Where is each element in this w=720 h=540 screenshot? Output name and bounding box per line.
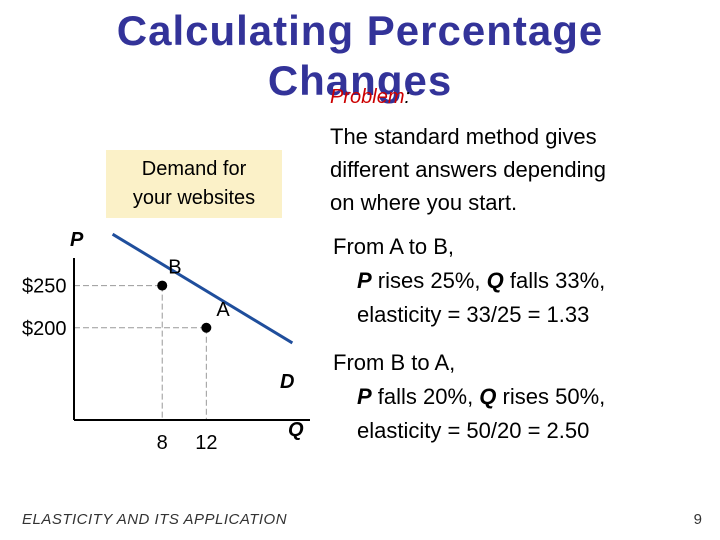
q-change: rises 50%, (496, 384, 606, 409)
p-symbol: P (357, 268, 372, 293)
b-to-a-elasticity: elasticity = 50/20 = 2.50 (357, 418, 590, 443)
point-b (157, 280, 168, 291)
y-axis-label: P (70, 229, 84, 251)
q-change: falls 33%, (503, 268, 606, 293)
slide-title: Calculating Percentage Changes (60, 6, 660, 106)
callout-line: Demand for (141, 158, 247, 180)
point-label-b: B (168, 257, 181, 279)
guide-lines (74, 285, 207, 420)
a-to-b-elasticity: elasticity = 33/25 = 1.33 (357, 302, 590, 327)
a-to-b-heading: From A to B, (333, 234, 455, 259)
p-symbol: P (357, 384, 372, 409)
problem-line: on where you start. (330, 190, 518, 215)
demand-curve-label: D (280, 371, 294, 393)
problem-text: The standard method gives different answ… (330, 120, 690, 219)
problem-line: The standard method gives (330, 124, 597, 149)
b-to-a-changes: P falls 20%, Q rises 50%, (333, 380, 605, 414)
x-tick-label: 12 (195, 432, 217, 454)
x-tick-label: 8 (157, 432, 168, 454)
q-symbol: Q (479, 384, 497, 409)
demand-curve (111, 232, 294, 345)
demand-callout: Demand for your websites (106, 150, 282, 218)
a-to-b-changes: P rises 25%, Q falls 33%, (333, 264, 605, 298)
y-tick-label: $250 (22, 276, 67, 298)
b-to-a-block: From B to A, P falls 20%, Q rises 50%, e… (333, 346, 605, 448)
chart-marks: B A $250 $200 8 12 (22, 257, 230, 454)
callout-line: your websites (132, 187, 256, 209)
problem-heading: Problem: (330, 86, 410, 109)
problem-colon: : (404, 86, 411, 108)
q-symbol: Q (486, 268, 504, 293)
point-label-a: A (216, 299, 230, 321)
problem-line: different answers depending (330, 157, 607, 182)
page-number: 9 (693, 511, 702, 528)
a-to-b-block: From A to B, P rises 25%, Q falls 33%, e… (333, 230, 605, 332)
footer-text: ELASTICITY AND ITS APPLICATION (22, 511, 288, 528)
y-tick-label: $200 (22, 318, 67, 340)
point-a (201, 322, 212, 333)
slide-title-line1: Calculating Percentage (116, 7, 604, 54)
slide-title-line2: Changes (267, 57, 453, 104)
p-change: falls 20%, (371, 384, 480, 409)
b-to-a-heading: From B to A, (333, 350, 456, 375)
p-change: rises 25%, (371, 268, 487, 293)
problem-label: Problem (330, 86, 405, 108)
x-axis-label: Q (288, 419, 304, 441)
